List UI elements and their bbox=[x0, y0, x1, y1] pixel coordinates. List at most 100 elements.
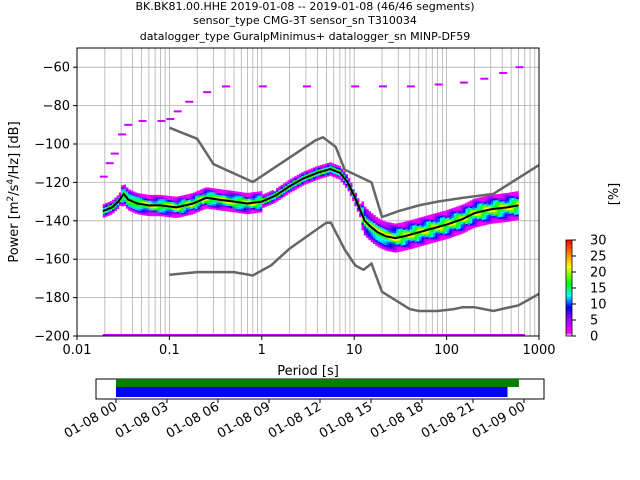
heatmap-cell bbox=[370, 217, 374, 220]
heatmap-cell bbox=[439, 215, 443, 218]
heatmap-cell bbox=[160, 202, 164, 205]
heatmap-cell bbox=[202, 194, 205, 197]
heatmap-cell bbox=[446, 221, 450, 224]
heatmap-cell bbox=[439, 232, 443, 235]
heatmap-cell bbox=[400, 247, 404, 250]
heatmap-cell bbox=[121, 202, 124, 205]
heatmap-cell bbox=[243, 206, 247, 209]
heatmap-cell bbox=[162, 210, 166, 213]
heatmap-cell bbox=[135, 196, 138, 199]
heatmap-cell bbox=[446, 209, 450, 212]
heatmap-cell bbox=[409, 225, 413, 228]
heatmap-cell bbox=[308, 169, 311, 172]
heatmap-cell bbox=[453, 226, 457, 229]
heatmap-cell bbox=[162, 202, 166, 206]
heatmap-cell bbox=[414, 245, 418, 248]
heatmap-cell bbox=[146, 208, 150, 211]
heatmap-cell bbox=[148, 212, 152, 215]
heatmap-cell bbox=[513, 195, 517, 198]
heatmap-cell bbox=[442, 232, 445, 235]
heatmap-cell bbox=[361, 201, 365, 204]
heatmap-cell bbox=[303, 171, 307, 174]
heatmap-cell bbox=[292, 185, 295, 188]
heatmap-cell bbox=[137, 193, 141, 196]
heatmap-cell bbox=[469, 225, 473, 228]
heatmap-cell bbox=[322, 168, 325, 171]
heatmap-cell bbox=[372, 218, 376, 222]
heatmap-cell bbox=[197, 194, 201, 197]
heatmap-cell bbox=[421, 241, 425, 244]
heatmap-cell bbox=[225, 191, 228, 195]
heatmap-cell bbox=[165, 214, 168, 217]
heatmap-cell bbox=[310, 172, 314, 175]
heatmap-cell bbox=[460, 212, 464, 215]
heatmap-cell bbox=[114, 209, 117, 212]
heatmap-cell bbox=[252, 195, 256, 199]
heatmap-cell bbox=[469, 208, 473, 211]
heatmap-cell bbox=[195, 204, 198, 208]
heatmap-cell bbox=[289, 180, 293, 183]
heatmap-cell bbox=[366, 228, 369, 231]
heatmap-cell bbox=[192, 204, 196, 207]
heatmap-cell bbox=[460, 231, 464, 234]
heatmap-cell bbox=[160, 208, 164, 211]
heatmap-cell bbox=[467, 216, 471, 219]
heatmap-cell bbox=[495, 217, 499, 220]
heatmap-cell bbox=[493, 211, 496, 214]
heatmap-cell bbox=[472, 199, 475, 202]
heatmap-cell bbox=[433, 230, 436, 233]
heatmap-cell bbox=[430, 241, 434, 244]
heatmap-cell bbox=[125, 202, 129, 205]
heatmap-cell bbox=[317, 167, 321, 170]
heatmap-cell bbox=[139, 210, 143, 213]
heatmap-cell bbox=[336, 174, 339, 177]
heatmap-cell bbox=[135, 207, 138, 210]
heatmap-cell bbox=[289, 188, 293, 191]
heatmap-cell bbox=[259, 198, 263, 201]
heatmap-cell bbox=[342, 178, 346, 182]
heatmap-cell bbox=[190, 193, 194, 196]
heatmap-cell bbox=[306, 181, 309, 184]
heatmap-cell bbox=[130, 207, 134, 210]
heatmap-cell bbox=[255, 199, 258, 202]
heatmap-cell bbox=[386, 227, 390, 231]
heatmap-cell bbox=[363, 214, 367, 217]
heatmap-cell bbox=[123, 199, 127, 203]
heatmap-cell bbox=[516, 208, 519, 211]
heatmap-cell bbox=[386, 222, 390, 225]
heatmap-cell bbox=[306, 170, 309, 173]
heatmap-cell bbox=[155, 210, 159, 213]
heatmap-cell bbox=[329, 164, 332, 167]
heatmap-cell bbox=[278, 190, 281, 193]
y-axis-label: Power [m2/s4/Hz] [dB] bbox=[6, 121, 22, 262]
heatmap-cell bbox=[229, 202, 233, 205]
heatmap-cell bbox=[169, 198, 173, 201]
heatmap-cell bbox=[370, 238, 374, 241]
heatmap-cell bbox=[490, 219, 494, 222]
heatmap-cell bbox=[165, 207, 168, 210]
noise-band-cell bbox=[99, 175, 108, 178]
heatmap-cell bbox=[396, 242, 399, 245]
heatmap-cell bbox=[160, 206, 164, 209]
heatmap-cell bbox=[500, 199, 503, 202]
heatmap-cell bbox=[453, 211, 457, 214]
heatmap-cell bbox=[451, 215, 455, 218]
heatmap-cell bbox=[181, 212, 184, 215]
heatmap-cell bbox=[315, 178, 318, 181]
heatmap-cell bbox=[232, 210, 235, 213]
heatmap-cell bbox=[296, 182, 300, 185]
heatmap-cell bbox=[206, 191, 210, 194]
heatmap-cell bbox=[437, 212, 441, 215]
heatmap-cell bbox=[379, 238, 383, 241]
noise-band-cell bbox=[157, 119, 166, 122]
heatmap-cell bbox=[366, 220, 369, 223]
heatmap-cell bbox=[366, 218, 369, 221]
heatmap-cell bbox=[232, 198, 235, 201]
heatmap-cell bbox=[463, 219, 466, 222]
heatmap-cell bbox=[319, 174, 323, 177]
heatmap-cell bbox=[192, 209, 196, 212]
heatmap-cell bbox=[192, 192, 196, 195]
colorbar-tick-label: 30 bbox=[590, 234, 607, 249]
heatmap-cell bbox=[377, 243, 381, 246]
heatmap-cell bbox=[386, 249, 390, 252]
